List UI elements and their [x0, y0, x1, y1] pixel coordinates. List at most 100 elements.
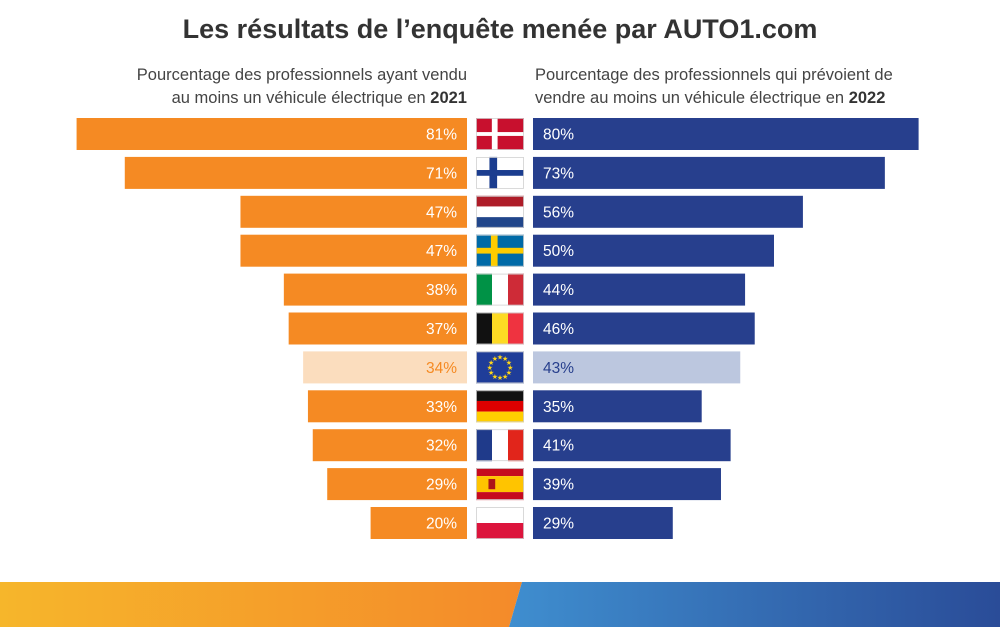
footer-blue-segment [509, 582, 1000, 627]
bar-2022 [533, 351, 741, 384]
footer-orange-segment [0, 582, 522, 627]
data-label-2021: 37% [426, 321, 457, 338]
flag-border [476, 312, 524, 345]
flag-border [476, 390, 524, 423]
flag-border [476, 351, 524, 384]
bar-2021 [288, 312, 467, 345]
chart-row: 33% 35% [307, 390, 702, 423]
data-label-2021: 32% [426, 438, 457, 455]
flag-netherlands [476, 195, 524, 228]
data-label-2021: 47% [426, 243, 457, 260]
flag-cross-horizontal [476, 132, 524, 136]
flag-star: ★ [488, 359, 494, 367]
data-label-2021: 20% [426, 516, 457, 533]
subtitle-2021-year: 2021 [430, 89, 467, 107]
flag-italy [476, 273, 524, 306]
bar-2022 [533, 312, 755, 345]
data-label-2022: 50% [543, 243, 574, 260]
subtitle-2021: Pourcentage des professionnels ayant ven… [137, 64, 467, 110]
bar-2022 [533, 118, 919, 150]
flag-star: ★ [506, 359, 512, 367]
bar-2022 [533, 234, 774, 267]
bar-2021 [312, 429, 467, 462]
chart-row: 71% 73% [124, 156, 885, 189]
data-label-2022: 73% [543, 165, 574, 182]
bar-2022 [533, 195, 803, 228]
flag-cross-horizontal [476, 170, 524, 176]
bar-2021 [240, 234, 467, 267]
bar-2022 [533, 468, 721, 501]
flag-denmark [476, 118, 524, 150]
chart-row: 38% 44% [283, 273, 746, 306]
flag-stripe [476, 492, 524, 501]
flag-border [476, 234, 524, 267]
flag-border [476, 429, 524, 462]
data-label-2021: 29% [426, 477, 457, 494]
flag-star: ★ [488, 369, 494, 377]
flag-star: ★ [502, 373, 508, 381]
flag-star: ★ [497, 354, 503, 362]
flag-eu: ★★★★★★★★★★★★ [476, 351, 524, 384]
bar-2021 [124, 156, 467, 189]
flag-stripe [476, 400, 524, 412]
bar-2021 [327, 468, 467, 501]
data-label-2021: 47% [426, 204, 457, 221]
data-label-2022: 43% [543, 360, 574, 377]
data-label-2021: 33% [426, 399, 457, 416]
flag-germany [476, 390, 524, 423]
flag-star: ★ [507, 364, 513, 372]
flag-sweden [476, 234, 524, 267]
data-label-2022: 41% [543, 438, 574, 455]
flag-stripe [476, 411, 524, 423]
chart-row: 47% 56% [240, 195, 803, 228]
data-label-2022: 56% [543, 204, 574, 221]
chart-row: 81% 80% [76, 118, 919, 150]
subtitle-2022-line1: Pourcentage des professionnels qui prévo… [535, 66, 893, 84]
flag-france [476, 429, 524, 462]
chart-row: 37% 46% [288, 312, 755, 345]
flag-stripe [508, 312, 524, 345]
data-label-2021: 38% [426, 282, 457, 299]
data-label-2022: 80% [543, 127, 574, 144]
bar-2022 [533, 507, 673, 539]
chart-row: 29% 39% [327, 468, 721, 501]
flag-star: ★ [487, 364, 493, 372]
flag-stripe [508, 273, 524, 306]
data-label-2022: 44% [543, 282, 574, 299]
data-label-2022: 35% [543, 399, 574, 416]
flag-stripe [476, 312, 492, 345]
subtitle-2022: Pourcentage des professionnels qui prévo… [535, 64, 893, 110]
flag-stripe [492, 312, 508, 345]
flag-stripe [492, 429, 508, 462]
flag-border [476, 273, 524, 306]
flag-border [476, 507, 524, 539]
chart-row: 47% 50% [240, 234, 774, 267]
footer-gradient-band [0, 582, 1000, 627]
flag-stripe [476, 507, 524, 523]
flag-star: ★ [492, 355, 498, 363]
data-label-2022: 39% [543, 477, 574, 494]
chart-row: 32% 41% [312, 429, 731, 462]
bar-2021 [240, 195, 467, 228]
flag-star: ★ [506, 369, 512, 377]
subtitle-2021-line2: au moins un véhicule électrique en [171, 89, 431, 107]
flag-border [476, 195, 524, 228]
bar-2021 [370, 507, 467, 539]
flag-stripe [476, 390, 524, 401]
flag-cross-horizontal [476, 247, 524, 254]
flag-emblem [488, 478, 496, 490]
flag-stripe [508, 429, 524, 462]
bar-2021 [303, 351, 467, 384]
subtitle-2022-year: 2022 [848, 89, 886, 107]
flag-stripe [476, 476, 524, 493]
bar-2022 [533, 156, 885, 189]
flag-spain [476, 468, 524, 501]
flag-star: ★ [497, 374, 503, 382]
flag-stripe [476, 206, 524, 218]
subtitle-2021-line1: Pourcentage des professionnels ayant ven… [136, 66, 467, 84]
flag-border [476, 468, 524, 501]
subtitle-2022-line2: vendre au moins un véhicule électrique e… [535, 89, 849, 107]
flag-stripe [476, 468, 524, 477]
flag-finland [476, 156, 524, 189]
